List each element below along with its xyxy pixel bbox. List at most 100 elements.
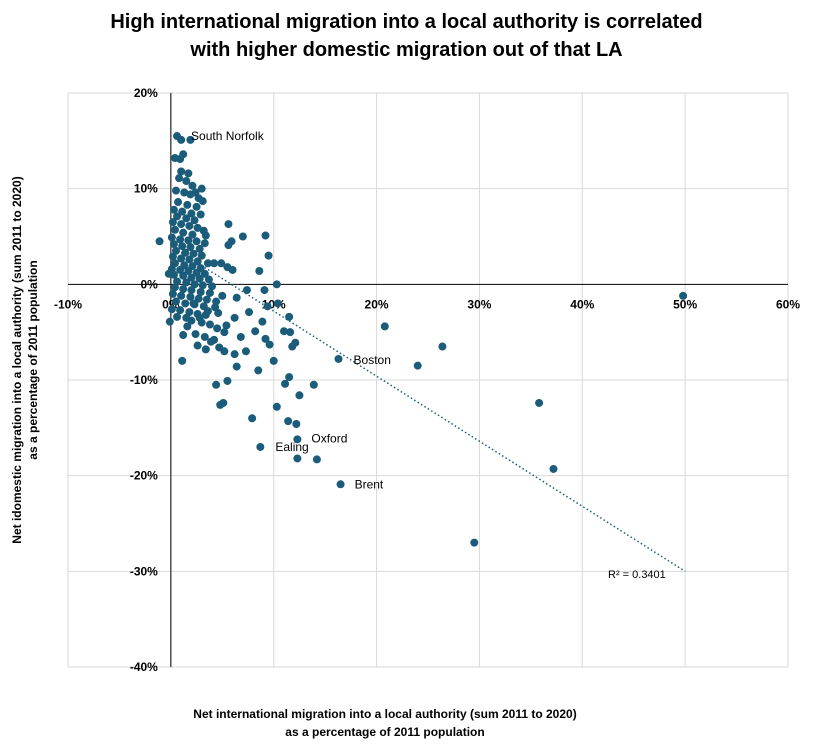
data-point: [189, 249, 198, 258]
data-point: [177, 220, 186, 229]
data-point: [177, 254, 186, 263]
data-point: [212, 297, 221, 306]
data-point: [185, 221, 194, 230]
data-point: [186, 135, 195, 144]
data-point: [292, 420, 301, 429]
data-point: [176, 306, 185, 315]
data-point: [196, 210, 205, 219]
y-axis-label: Net idomestic migration into a local aut…: [9, 120, 45, 600]
y-tick-label: -30%: [130, 564, 158, 578]
data-point: [195, 274, 204, 283]
chart-title-line-2: with higher domestic migration out of th…: [190, 39, 623, 61]
data-point: [256, 442, 265, 451]
data-point: [220, 347, 229, 356]
data-point: [380, 322, 389, 331]
point-annotation: Ealing: [275, 440, 308, 454]
data-point: [242, 286, 251, 295]
data-point: [177, 167, 186, 176]
data-point: [438, 342, 447, 351]
data-point: [179, 331, 188, 340]
data-point: [175, 174, 184, 183]
data-point: [232, 362, 241, 371]
data-point: [184, 266, 193, 275]
data-point: [186, 243, 195, 252]
data-point: [258, 317, 267, 326]
point-annotation: Boston: [354, 353, 391, 367]
chart-title: High international migration into a loca…: [0, 8, 813, 64]
data-point: [201, 345, 210, 354]
data-point: [312, 455, 321, 464]
data-point: [179, 285, 188, 294]
data-point: [223, 376, 232, 385]
data-point: [176, 155, 185, 164]
data-point: [198, 281, 207, 290]
data-point: [212, 380, 221, 389]
x-tick-label: -10%: [54, 297, 82, 311]
data-point: [178, 207, 187, 216]
data-point: [200, 332, 209, 341]
data-point: [213, 324, 222, 333]
data-point: [295, 391, 304, 400]
chart-title-line-1: High international migration into a loca…: [110, 11, 703, 33]
data-point: [272, 402, 281, 411]
data-point: [192, 237, 201, 246]
x-tick-label: 30%: [467, 297, 491, 311]
data-point: [188, 181, 197, 190]
data-point: [245, 308, 254, 317]
data-point: [172, 297, 180, 306]
data-point: [205, 320, 214, 329]
data-point: [176, 235, 185, 244]
data-point: [217, 259, 226, 268]
data-point: [293, 454, 302, 463]
data-point: [181, 248, 190, 257]
data-point: [186, 190, 195, 199]
data-point: [168, 218, 177, 227]
data-point: [164, 269, 173, 278]
trendline: [170, 245, 686, 572]
data-point: [280, 327, 288, 336]
data-point: [219, 398, 228, 407]
data-point: [232, 293, 241, 302]
data-point: [284, 417, 293, 426]
data-point: [220, 328, 229, 337]
x-tick-label: 20%: [365, 297, 389, 311]
data-point: [179, 228, 188, 237]
data-point: [286, 328, 295, 337]
r-squared-label: R² = 0.3401: [608, 569, 666, 581]
data-point: [194, 294, 203, 303]
data-point: [170, 283, 179, 292]
data-point: [200, 239, 209, 248]
point-annotation: South Norfolk: [191, 129, 265, 143]
data-point: [185, 255, 194, 264]
data-point: [255, 266, 264, 275]
data-point: [173, 312, 182, 321]
data-point: [208, 282, 216, 291]
data-point: [203, 259, 212, 268]
data-point: [549, 464, 558, 473]
data-point: [189, 299, 198, 308]
data-point: [265, 340, 274, 349]
data-point: [195, 244, 204, 253]
y-tick-label: 0%: [141, 277, 159, 291]
data-point: [263, 302, 272, 311]
data-point: [228, 265, 237, 274]
data-point: [334, 354, 343, 363]
data-point: [168, 289, 177, 298]
x-tick-label: 60%: [776, 297, 800, 311]
data-point: [172, 186, 180, 195]
data-point: [413, 361, 422, 370]
data-point: [188, 230, 197, 239]
data-point: [169, 240, 178, 249]
data-point: [205, 288, 214, 297]
x-tick-label: 40%: [570, 297, 594, 311]
data-point: [186, 292, 195, 301]
data-point: [197, 184, 206, 193]
data-point: [224, 241, 233, 250]
data-point: [238, 232, 247, 241]
data-point: [196, 287, 205, 296]
data-point: [210, 335, 219, 344]
data-point: [214, 309, 223, 318]
data-point: [193, 341, 202, 350]
data-point: [197, 251, 206, 260]
